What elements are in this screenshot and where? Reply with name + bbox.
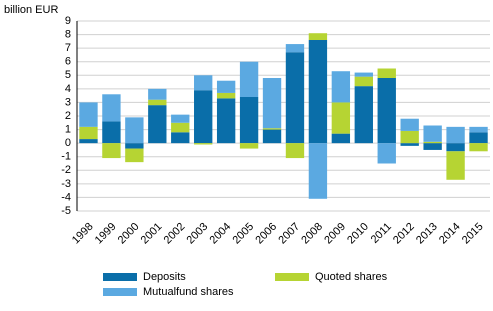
- bar-segment: [125, 148, 144, 163]
- bar-segment: [239, 143, 259, 149]
- bar-segment: [354, 72, 373, 77]
- y-tick-label: 1: [65, 123, 71, 135]
- bar-segment: [377, 68, 396, 78]
- y-tick-label: -4: [61, 191, 71, 203]
- y-tick-label: -1: [61, 151, 71, 163]
- bar-segment: [148, 99, 167, 106]
- x-tick-label: 2012: [391, 221, 417, 247]
- bar-segment: [377, 143, 396, 164]
- bar-segment: [239, 97, 259, 144]
- x-tick-label: 1998: [70, 221, 96, 247]
- y-tick-label: 3: [65, 96, 71, 108]
- bar-segment: [400, 143, 419, 146]
- legend-label: Quoted shares: [315, 271, 388, 283]
- bar-segment: [194, 143, 213, 145]
- x-tick-label: 2005: [230, 221, 256, 247]
- x-tick-label: 2007: [276, 221, 302, 247]
- bar-segment: [194, 75, 213, 91]
- bar-segment: [171, 132, 190, 144]
- legend-swatch: [275, 273, 309, 281]
- bar-segment: [285, 52, 305, 144]
- bar-segment: [79, 139, 98, 144]
- y-tick-label: 5: [65, 69, 71, 81]
- x-tick-label: 2008: [299, 221, 325, 247]
- legend-label: Mutualfund shares: [143, 286, 234, 298]
- bar-segment: [469, 143, 488, 152]
- bar-segment: [377, 78, 396, 144]
- y-tick-label: 0: [65, 137, 71, 149]
- bar-segment: [308, 40, 328, 144]
- bar-segment: [331, 71, 351, 103]
- bar-segment: [469, 132, 488, 144]
- bar-segment: [216, 98, 236, 144]
- bar-segment: [125, 117, 144, 144]
- bar-segment: [102, 94, 121, 122]
- bar-segment: [423, 143, 442, 150]
- bar-segment: [354, 76, 373, 87]
- bar-segment: [102, 143, 121, 159]
- bar-segment: [354, 86, 373, 144]
- legend-label: Deposits: [143, 271, 186, 283]
- bar-segment: [216, 92, 236, 99]
- y-tick-label: 6: [65, 56, 71, 68]
- bar-segment: [262, 129, 282, 144]
- x-tick-label: 2009: [322, 221, 348, 247]
- bar-segment: [469, 126, 488, 133]
- y-tick-label: 4: [65, 83, 71, 95]
- y-tick-label: 2: [65, 110, 71, 122]
- bar-segment: [171, 114, 190, 123]
- y-tick-label: 8: [65, 28, 71, 40]
- y-tick-label: -2: [61, 164, 71, 176]
- x-tick-label: 2010: [345, 221, 371, 247]
- bar-segment: [102, 121, 121, 144]
- bar-segment: [239, 61, 259, 97]
- bar-segment: [125, 143, 144, 149]
- bar-segment: [148, 88, 167, 100]
- y-tick-label: 7: [65, 42, 71, 54]
- bar-segment: [148, 105, 167, 144]
- bar-segment: [194, 90, 213, 144]
- bar-segment: [400, 118, 419, 131]
- x-tick-label: 2001: [139, 221, 165, 247]
- bar-segment: [79, 102, 98, 127]
- x-tick-label: 2013: [414, 221, 440, 247]
- y-tick-label: 9: [65, 15, 71, 27]
- bar-segment: [423, 125, 442, 142]
- x-tick-label: 2006: [253, 221, 279, 247]
- bar-segment: [285, 44, 305, 53]
- y-tick-label: -5: [61, 205, 71, 217]
- bar-segment: [423, 141, 442, 144]
- bar-segment: [262, 78, 282, 129]
- bar-segment: [171, 122, 190, 133]
- x-tick-label: 2004: [208, 221, 234, 247]
- x-tick-label: 2002: [162, 221, 188, 247]
- legend-swatch: [103, 288, 137, 296]
- y-axis-label: billion EUR: [4, 4, 58, 16]
- bar-segment: [285, 143, 305, 159]
- x-tick-label: 2011: [369, 221, 394, 246]
- y-tick-label: -3: [61, 178, 71, 190]
- bar-segment: [446, 126, 465, 144]
- x-tick-label: 1999: [93, 221, 119, 247]
- bar-segment: [446, 143, 465, 152]
- bar-segment: [446, 151, 465, 180]
- bar-segment: [331, 133, 351, 144]
- bar-segment: [216, 80, 236, 93]
- bar-segment: [308, 33, 328, 40]
- bar-segment: [331, 102, 351, 134]
- x-tick-label: 2003: [185, 221, 211, 247]
- bar-segment: [262, 128, 282, 130]
- x-tick-label: 2015: [460, 221, 486, 247]
- legend-swatch: [103, 273, 137, 281]
- bar-segment: [400, 130, 419, 144]
- bar-segment: [308, 143, 328, 199]
- bar-segment: [79, 126, 98, 140]
- x-tick-label: 2000: [116, 221, 142, 247]
- x-tick-label: 2014: [437, 221, 463, 247]
